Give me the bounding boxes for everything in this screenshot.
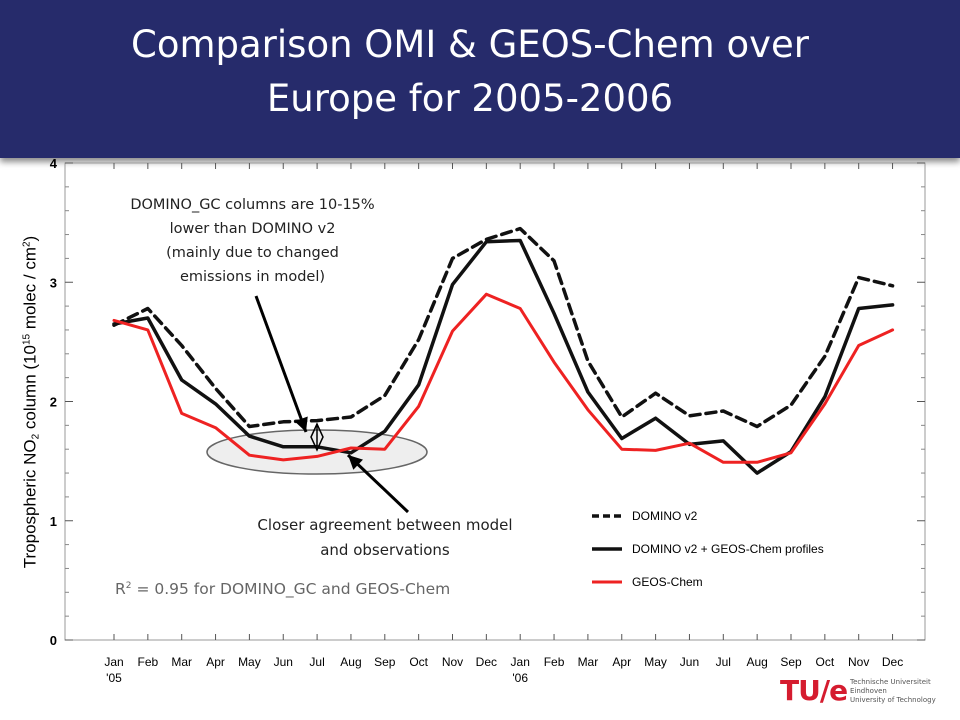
arrow-to-ellipse-head <box>348 455 363 470</box>
x-tick-label: Dec <box>476 655 497 669</box>
x-tick-label: Oct <box>409 655 428 669</box>
y-label-sup: 15 <box>21 333 33 346</box>
x-tick-label: Nov <box>442 655 463 669</box>
title-line-2: Europe for 2005-2006 <box>266 77 674 120</box>
legend-label-1: DOMINO v2 <box>632 509 698 523</box>
r2-suffix: = 0.95 for DOMINO_GC and GEOS-Chem <box>131 580 451 598</box>
series-line-3 <box>112 292 895 464</box>
y-label-sup: 2 <box>21 241 33 247</box>
title-line-1: Comparison OMI & GEOS-Chem over <box>131 23 809 66</box>
x-tick-label: Jan <box>511 655 530 669</box>
x-tick-sublabel: '05 <box>106 671 122 685</box>
slide-title: Comparison OMI & GEOS-Chem over Europe f… <box>40 18 900 126</box>
y-tick-label: 3 <box>50 275 57 290</box>
x-tick-label: Apr <box>206 655 225 669</box>
r2-prefix: R <box>115 580 126 598</box>
x-tick-label: Mar <box>578 655 599 669</box>
annotation-line: (mainly due to changed <box>166 245 339 261</box>
y-label-part: molec / cm <box>20 247 40 334</box>
y-tick-label: 4 <box>50 156 58 171</box>
arrow-to-gap-shaft <box>254 295 308 433</box>
x-tick-label: Apr <box>612 655 631 669</box>
legend: DOMINO v2 DOMINO v2 + GEOS-Chem profiles G… <box>592 509 824 589</box>
annotation-line: DOMINO_GC columns are 10-15% <box>130 197 375 213</box>
y-tick-label: 1 <box>50 514 57 529</box>
annotation-line: and observations <box>320 541 450 559</box>
annotation-line: lower than DOMINO v2 <box>169 221 336 237</box>
series-line-2 <box>112 238 895 475</box>
x-tick-label: Jun <box>680 655 699 669</box>
logo-line: Eindhoven <box>850 687 887 695</box>
x-tick-label: Mar <box>171 655 192 669</box>
x-tick-label: Feb <box>138 655 159 669</box>
r2-sup: 2 <box>125 581 132 591</box>
x-tick-label: May <box>238 655 261 669</box>
series-line-1 <box>112 226 895 429</box>
title-banner: Comparison OMI & GEOS-Chem over Europe f… <box>0 0 960 158</box>
y-label-part: ) <box>20 235 40 242</box>
logo-text: Technische Universiteit Eindhoven Univer… <box>850 678 936 705</box>
annotation-line: emissions in model) <box>179 269 326 285</box>
x-tick-label: Oct <box>816 655 835 669</box>
x-tick-sublabel: '06 <box>512 671 528 685</box>
legend-label-3: GEOS-Chem <box>632 575 703 589</box>
x-tick-label: May <box>644 655 667 669</box>
y-label-part: column (10 <box>20 345 40 434</box>
x-tick-label: Nov <box>848 655 869 669</box>
annotation-domino-gc: DOMINO_GC columns are 10-15% lower than … <box>95 193 410 289</box>
x-tick-label: Jul <box>716 655 731 669</box>
annotation-line: Closer agreement between model <box>257 516 513 534</box>
x-tick-label: Sep <box>374 655 396 669</box>
y-label-sub: 2 <box>30 433 42 440</box>
x-tick-label: Dec <box>882 655 903 669</box>
arrow-to-gap-head <box>294 416 308 432</box>
y-axis-label: Tropospheric NO2 column (1015 molec / cm… <box>21 236 42 568</box>
x-tick-label: Jul <box>309 655 324 669</box>
annotation-r-squared: R2 = 0.95 for DOMINO_GC and GEOS-Chem <box>115 580 535 598</box>
logo-line: Technische Universiteit <box>850 678 931 686</box>
arrow-layer <box>254 295 410 514</box>
tue-logo: TU/e Technische Universiteit Eindhoven U… <box>780 672 950 712</box>
x-tick-label: Jan <box>104 655 123 669</box>
x-tick-label: Sep <box>780 655 802 669</box>
logo-line: University of Technology <box>850 696 936 704</box>
y-tick-label: 2 <box>50 395 57 410</box>
annotation-closer-agreement: Closer agreement between model and obser… <box>205 513 565 563</box>
x-tick-label: Feb <box>544 655 565 669</box>
x-tick-label: Jun <box>274 655 293 669</box>
logo-mark: TU/e <box>780 674 848 707</box>
y-label-part: Tropospheric NO <box>20 439 40 569</box>
series-layer <box>112 226 895 475</box>
tick-layer: 0 1 2 3 4 Jan '05 Feb Mar Apr May Jun Jul Aug Sep Oct No… <box>50 156 925 685</box>
gap-marker-diamond <box>310 422 324 452</box>
x-tick-label: Aug <box>746 655 767 669</box>
x-tick-label: Aug <box>340 655 361 669</box>
y-tick-label: 0 <box>50 633 57 648</box>
legend-label-2: DOMINO v2 + GEOS-Chem profiles <box>632 542 824 556</box>
